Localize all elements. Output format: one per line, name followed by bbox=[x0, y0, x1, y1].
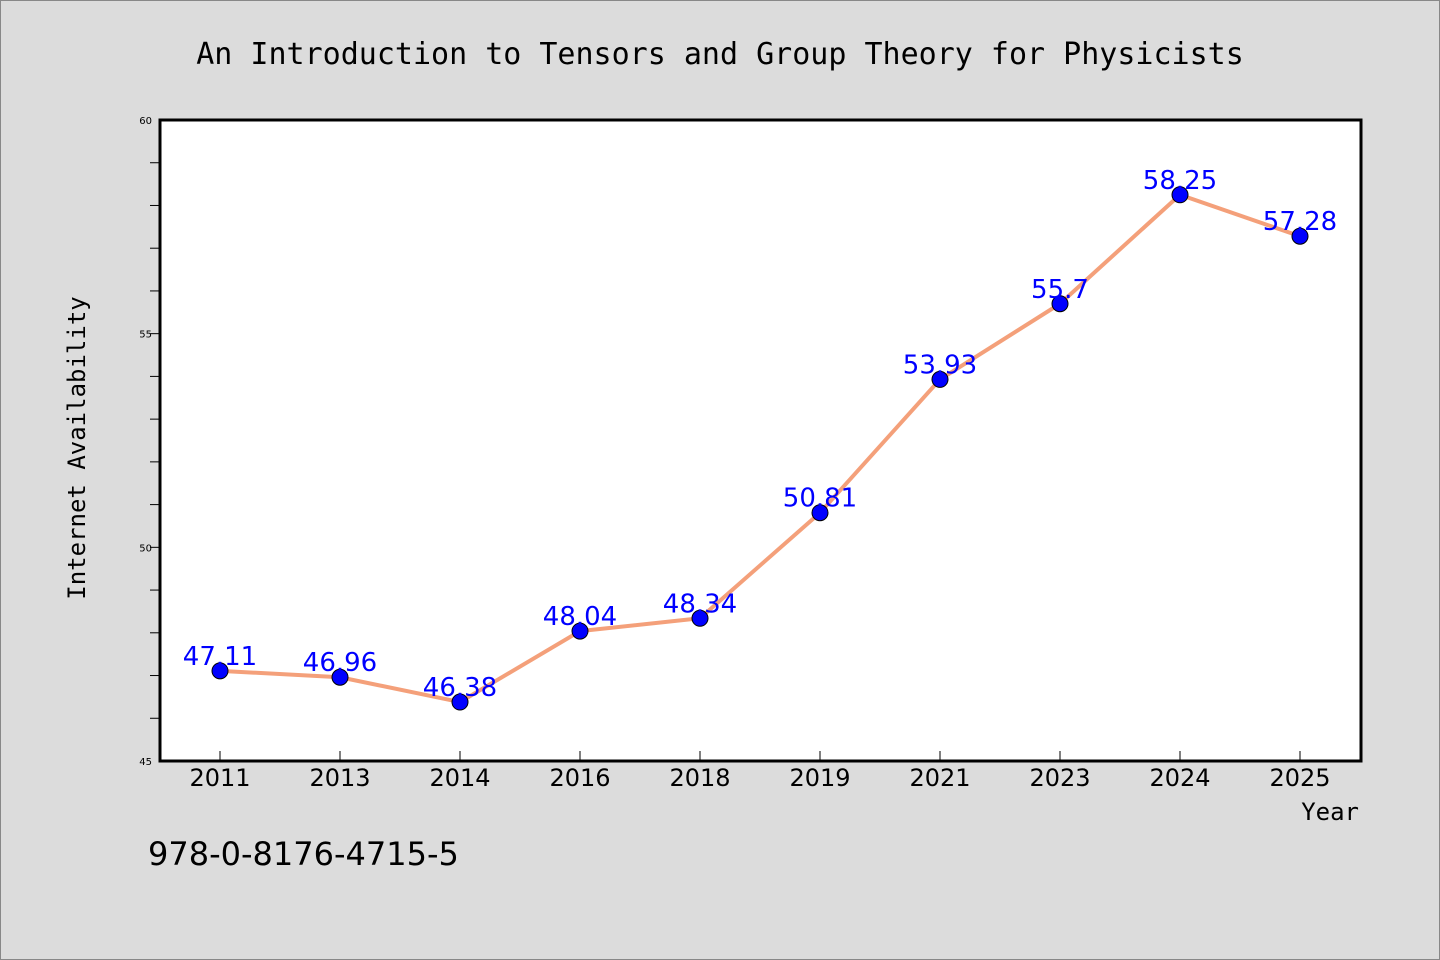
data-point bbox=[1171, 186, 1189, 204]
plot-frame bbox=[158, 118, 1363, 763]
y-tick-label: 55 bbox=[139, 330, 152, 341]
data-point bbox=[571, 622, 589, 640]
x-tick-label: 2014 bbox=[429, 764, 490, 792]
data-point bbox=[451, 693, 469, 711]
x-tick-label: 2025 bbox=[1269, 764, 1330, 792]
plot-area bbox=[160, 120, 1361, 761]
data-point bbox=[331, 668, 349, 686]
x-tick-label: 2016 bbox=[549, 764, 610, 792]
isbn-text: 978-0-8176-4715-5 bbox=[148, 835, 459, 873]
y-tick-label: 60 bbox=[139, 116, 152, 127]
data-label: 50.81 bbox=[783, 484, 857, 514]
data-point bbox=[211, 662, 229, 680]
chart-title: An Introduction to Tensors and Group The… bbox=[196, 37, 1244, 72]
data-markers bbox=[211, 186, 1309, 711]
data-label: 55.7 bbox=[1031, 275, 1089, 305]
data-point bbox=[931, 370, 949, 388]
data-point bbox=[691, 609, 709, 627]
data-point bbox=[1051, 295, 1069, 313]
data-point bbox=[811, 504, 829, 522]
y-tick-label: 45 bbox=[139, 757, 152, 768]
data-label: 46.96 bbox=[303, 648, 377, 678]
data-label: 47.11 bbox=[183, 642, 257, 672]
x-tick-label: 2024 bbox=[1149, 764, 1210, 792]
y-axis-label: Internet Availability bbox=[63, 296, 91, 599]
x-axis-ticks: 2011 2013 2014 2016 2018 2019 2021 2023 2024 2025 bbox=[189, 751, 1331, 792]
x-tick-label: 2021 bbox=[909, 764, 970, 792]
y-tick-label: 50 bbox=[139, 543, 152, 554]
x-tick-label: 2013 bbox=[309, 764, 370, 792]
x-axis-label: Year bbox=[1301, 798, 1359, 826]
y-axis-ticks: 45 50 55 60 bbox=[139, 116, 160, 768]
data-label: 46.38 bbox=[423, 673, 497, 703]
x-tick-label: 2018 bbox=[669, 764, 730, 792]
x-tick-label: 2023 bbox=[1029, 764, 1090, 792]
x-tick-label: 2011 bbox=[189, 764, 250, 792]
data-label: 57.28 bbox=[1263, 207, 1337, 237]
x-tick-label: 2019 bbox=[789, 764, 850, 792]
data-label: 53.93 bbox=[903, 350, 977, 380]
data-label: 48.34 bbox=[663, 589, 737, 619]
data-label: 48.04 bbox=[543, 602, 617, 632]
data-label: 58.25 bbox=[1143, 166, 1217, 196]
data-labels: 47.11 46.96 46.38 48.04 48.34 50.81 53.93 55.7 5… bbox=[183, 166, 1337, 703]
data-point bbox=[1291, 227, 1309, 245]
series-line bbox=[218, 192, 1302, 705]
